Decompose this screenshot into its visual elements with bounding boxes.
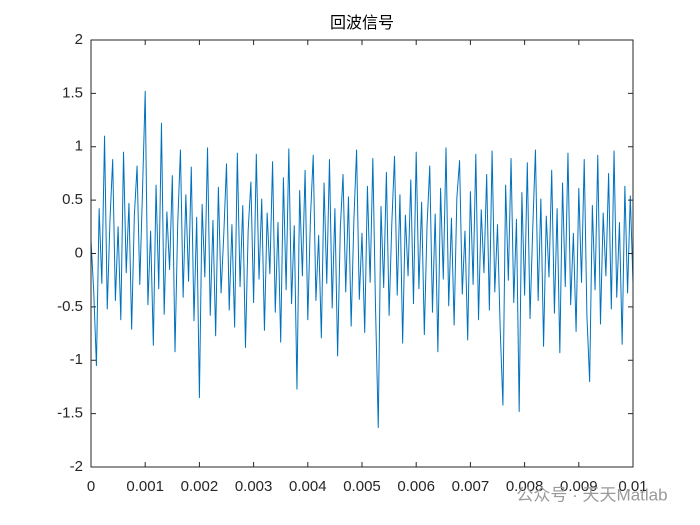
x-tick-label: 0.001 — [126, 478, 164, 495]
y-tick-label: -1.5 — [57, 405, 83, 422]
y-tick-label: 1 — [75, 138, 83, 155]
x-tick-label: 0.008 — [506, 478, 544, 495]
x-tick-label: 0.007 — [452, 478, 490, 495]
x-tick-label: 0.005 — [343, 478, 381, 495]
y-tick-label: 0.5 — [62, 191, 83, 208]
y-tick-label: -1 — [70, 351, 83, 368]
y-tick-label: 1.5 — [62, 84, 83, 101]
watermark: 公众号 · 天天Matlab — [516, 485, 667, 504]
y-tick-label: 2 — [75, 31, 83, 48]
y-tick-label: -0.5 — [57, 298, 83, 315]
x-tick-label: 0.003 — [235, 478, 273, 495]
x-tick-label: 0.006 — [397, 478, 435, 495]
signal-line — [90, 90, 634, 428]
y-tick-label: 0 — [75, 244, 83, 261]
chart-title: 回波信号 — [330, 14, 394, 32]
plot-area — [91, 40, 633, 467]
x-tick-label: 0 — [87, 478, 95, 495]
x-tick-label: 0.009 — [560, 478, 598, 495]
x-tick-label: 0.004 — [289, 478, 327, 495]
x-tick-label: 0.01 — [618, 478, 647, 495]
y-tick-label: -2 — [70, 458, 83, 475]
x-tick-label: 0.002 — [181, 478, 219, 495]
